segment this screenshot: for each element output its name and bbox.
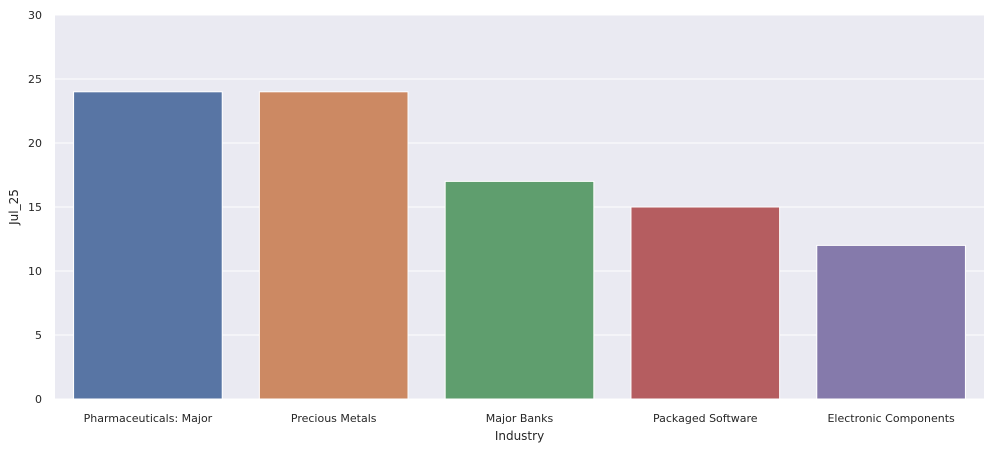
x-tick-labels: Pharmaceuticals: Major Precious Metals Maj… [84, 412, 955, 425]
y-tick-label: 20 [28, 137, 42, 150]
y-tick-label: 10 [28, 265, 42, 278]
x-tick-label: Major Banks [486, 412, 554, 425]
bar [258, 91, 409, 400]
bars [73, 91, 966, 400]
y-tick-label: 5 [35, 329, 42, 342]
x-tick-label: Pharmaceuticals: Major [84, 412, 213, 425]
y-tick-label: 15 [28, 201, 42, 214]
x-axis-label: Industry [495, 429, 544, 443]
y-tick-label: 25 [28, 73, 42, 86]
bar [444, 180, 595, 400]
bar [816, 244, 966, 400]
y-tick-label: 0 [35, 393, 42, 406]
y-tick-labels: 0 5 10 15 20 25 30 [28, 9, 42, 406]
bar [630, 206, 781, 400]
y-axis-label: Jul_25 [7, 189, 21, 226]
x-tick-label: Precious Metals [291, 412, 377, 425]
x-tick-label: Packaged Software [653, 412, 758, 425]
x-tick-label: Electronic Components [827, 412, 955, 425]
bar [73, 91, 223, 400]
y-tick-label: 30 [28, 9, 42, 22]
